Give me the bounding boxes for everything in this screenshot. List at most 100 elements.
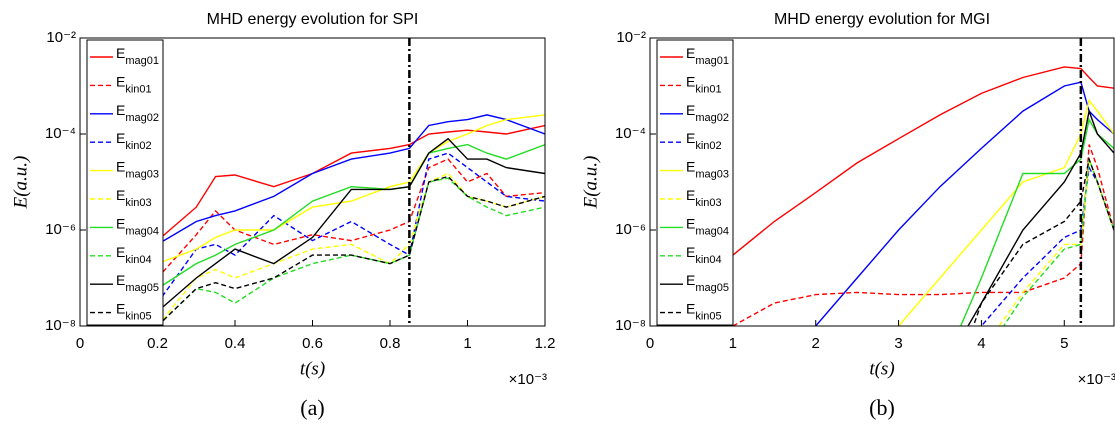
lines: [156, 38, 545, 326]
legend-label-sub: mag02: [125, 112, 159, 124]
series-line: [980, 165, 1114, 326]
caption: (b): [869, 395, 895, 420]
legend-label-sub: kin02: [695, 140, 721, 152]
legend-label: Emag02: [116, 102, 159, 124]
legend-label: Ekin05: [686, 300, 722, 322]
legend-label-sub: kin03: [695, 197, 721, 209]
legend-label-main: E: [116, 244, 125, 260]
legend-label-sub: mag04: [125, 225, 159, 237]
series-line: [732, 144, 1114, 326]
x-tick-label: 1.2: [535, 335, 556, 352]
legend-label: Emag04: [686, 215, 729, 237]
legend-label-main: E: [116, 215, 125, 231]
legend-label-main: E: [686, 187, 695, 203]
axes-frame: [649, 37, 1115, 327]
panel: MHD energy evolution for SPI 10⁻⁸ 10⁻⁶ 10⁻⁴…: [10, 11, 555, 420]
legend-label: Ekin05: [116, 300, 152, 322]
series-line: [156, 158, 545, 279]
legend-label-main: E: [686, 272, 695, 288]
chart-title: MHD energy evolution for MGI: [774, 11, 990, 28]
x-axis-label: t(s): [869, 358, 894, 379]
legend-label-sub: kin02: [125, 140, 151, 152]
legend-label-sub: mag05: [125, 282, 159, 294]
legend-label-main: E: [116, 300, 125, 316]
legend: Emag01Ekin01Emag02Ekin02Emag03Ekin03Emag…: [86, 39, 164, 326]
legend-label-sub: mag03: [125, 169, 159, 181]
legend-label-sub: kin04: [695, 254, 721, 266]
x-tick-label: 0.8: [380, 335, 401, 352]
x-tick-label: 1: [729, 335, 737, 352]
series-line: [959, 117, 1114, 326]
y-tick-label: 10⁻⁸: [45, 317, 76, 334]
y-tick-label: 10⁻⁴: [45, 125, 76, 142]
legend-label-main: E: [116, 158, 125, 174]
series-line: [732, 66, 1114, 256]
y-axis-label: E(a.u.): [580, 156, 601, 210]
y-tick-label: 10⁻²: [616, 29, 646, 46]
legend-label-sub: kin04: [125, 254, 151, 266]
legend-label-main: E: [686, 300, 695, 316]
x-tick-label: 0: [76, 335, 84, 352]
legend-label-main: E: [116, 73, 125, 89]
x-tick-label: 0.4: [225, 335, 246, 352]
y-tick-label: 10⁻²: [46, 29, 76, 46]
legend-label: Ekin03: [686, 187, 722, 209]
legend-label: Ekin04: [686, 244, 722, 266]
legend-label-sub: mag05: [695, 282, 729, 294]
legend-label: Ekin01: [686, 73, 722, 95]
x-tick-label: 3: [894, 335, 902, 352]
legend-label-sub: mag02: [695, 112, 729, 124]
series-line: [157, 124, 545, 242]
x-tick-label: 0: [646, 335, 654, 352]
panel: MHD energy evolution for MGI 10⁻⁸ 10⁻⁶ 10⁻⁴…: [580, 11, 1115, 420]
y-tick-label: 10⁻⁶: [45, 221, 76, 238]
legend-label-main: E: [686, 215, 695, 231]
legend-label: Emag01: [116, 45, 159, 67]
legend: Emag01Ekin01Emag02Ekin02Emag03Ekin03Emag…: [656, 39, 734, 326]
legend-label: Ekin02: [116, 130, 152, 152]
legend-label-main: E: [686, 244, 695, 260]
legend-label-main: E: [686, 130, 695, 146]
x-tick-label: 0.6: [302, 335, 323, 352]
series-line: [156, 152, 545, 304]
x-axis-label: t(s): [300, 358, 325, 379]
x-tick-label: 1: [463, 335, 471, 352]
legend-label-sub: mag04: [695, 225, 729, 237]
legend-label-sub: kin01: [125, 83, 151, 95]
legend-label-sub: kin05: [695, 311, 721, 323]
chart-title: MHD energy evolution for SPI: [207, 11, 419, 28]
legend-label: Emag01: [686, 45, 729, 67]
legend-label: Ekin01: [116, 73, 152, 95]
caption: (a): [300, 395, 324, 420]
legend-label-main: E: [686, 73, 695, 89]
legend-label-main: E: [686, 102, 695, 118]
legend-label-main: E: [116, 102, 125, 118]
y-tick-label: 10⁻⁴: [615, 125, 646, 142]
legend-label: Emag02: [686, 102, 729, 124]
legend-label-main: E: [686, 45, 695, 61]
legend-label-sub: kin05: [125, 311, 151, 323]
legend-label: Emag03: [686, 158, 729, 180]
series-line: [157, 175, 545, 326]
y-axis-label: E(a.u.): [10, 156, 31, 210]
series-line: [967, 108, 1114, 326]
legend-label-main: E: [116, 130, 125, 146]
x-multiplier: ×10⁻³: [1078, 371, 1115, 388]
x-multiplier: ×10⁻³: [509, 371, 547, 388]
legend-box: [656, 39, 734, 326]
x-tick-label: 5: [1060, 335, 1068, 352]
y-tick-label: 10⁻⁸: [615, 317, 646, 334]
series-line: [897, 98, 1114, 326]
legend-label: Ekin03: [116, 187, 152, 209]
lines: [732, 38, 1114, 326]
series-line: [972, 156, 1114, 326]
legend-label: Ekin02: [686, 130, 722, 152]
legend-label-sub: mag01: [695, 55, 729, 67]
legend-label-sub: kin01: [695, 83, 721, 95]
x-tick-label: 4: [977, 335, 985, 352]
series-line: [157, 137, 545, 313]
series-line: [157, 114, 545, 265]
legend-label-sub: mag03: [695, 169, 729, 181]
y-tick-label: 10⁻⁶: [615, 221, 646, 238]
